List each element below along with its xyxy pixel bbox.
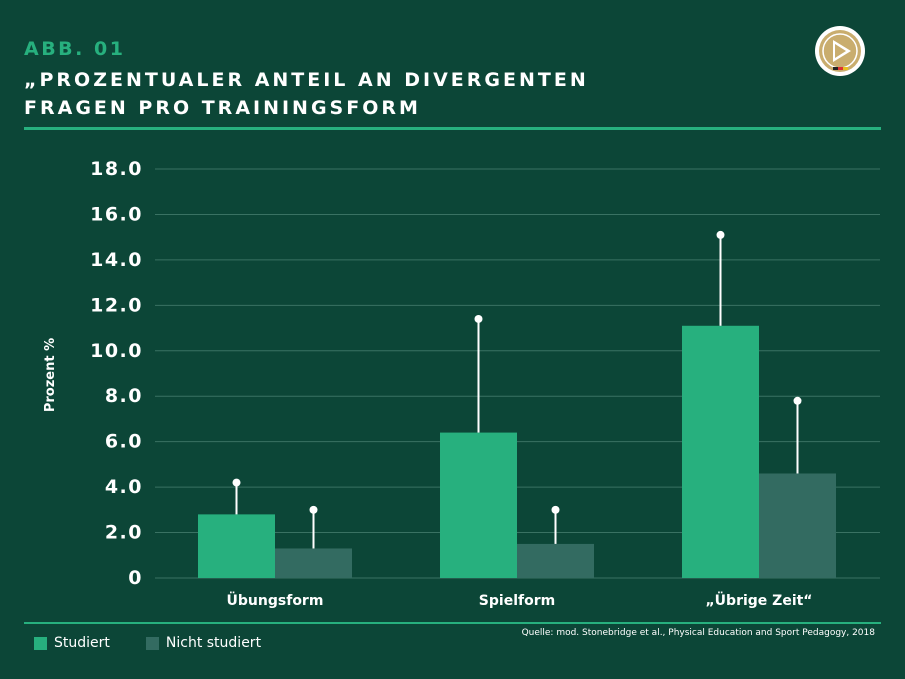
error-bar-cap (309, 505, 318, 514)
error-bar-cap (716, 230, 725, 239)
bar-nicht-studiert (517, 543, 594, 578)
legend-item-nicht-studiert: Nicht studiert (145, 635, 262, 651)
figure-number: ABB. 01 (24, 38, 126, 60)
legend: Studiert Nicht studiert (34, 635, 289, 651)
error-bar-cap (474, 314, 483, 323)
bar-studiert (682, 325, 759, 578)
chart-title-line-1: „PROZENTUALER ANTEIL AN DIVERGENTEN (24, 69, 589, 91)
y-tick-label: 2.0 (105, 522, 143, 544)
bars (198, 325, 836, 578)
bar-studiert (440, 432, 517, 578)
y-tick-label: 10.0 (90, 340, 143, 362)
y-tick-label: 4.0 (105, 476, 143, 498)
dfb-emblem-icon (815, 26, 865, 76)
y-tick-label: 14.0 (90, 249, 143, 271)
error-bar-cap (232, 478, 241, 487)
x-tick-label: „Übrige Zeit“ (705, 591, 812, 609)
legend-swatch-nicht-studiert (145, 636, 159, 650)
y-tick-label: 0 (128, 567, 143, 589)
error-bars (232, 230, 802, 549)
y-tick-label: 16.0 (90, 203, 143, 225)
chart-title: „PROZENTUALER ANTEIL AN DIVERGENTEN FRAG… (24, 66, 589, 122)
source-note: Quelle: mod. Stonebridge et al., Physica… (521, 628, 875, 638)
y-tick-label: 6.0 (105, 431, 143, 453)
legend-label-nicht-studiert: Nicht studiert (165, 635, 262, 651)
error-bar-cap (793, 396, 802, 405)
error-bar-cap (551, 505, 560, 514)
x-tick-label: Übungsform (227, 591, 324, 609)
bar-nicht-studiert (275, 548, 352, 578)
y-axis-ticks: 0 2.0 4.0 6.0 8.0 10.0 12.0 14.0 16.0 18.0 (90, 158, 143, 589)
footer-divider (24, 622, 881, 624)
legend-label-studiert: Studiert (54, 635, 110, 651)
x-axis-ticks: Übungsform Spielform „Übrige Zeit“ (227, 591, 813, 609)
x-tick-label: Spielform (479, 593, 555, 609)
chart-title-line-2: FRAGEN PRO TRAININGSFORM (24, 97, 421, 119)
legend-item-studiert: Studiert (34, 635, 110, 651)
legend-swatch-studiert (34, 636, 47, 650)
y-tick-label: 8.0 (105, 385, 143, 407)
bar-nicht-studiert (759, 473, 836, 578)
y-tick-label: 18.0 (90, 158, 143, 180)
title-divider (24, 127, 881, 130)
y-tick-label: 12.0 (90, 294, 143, 316)
y-axis-label: Prozent % (43, 338, 58, 412)
bar-studiert (198, 514, 275, 578)
